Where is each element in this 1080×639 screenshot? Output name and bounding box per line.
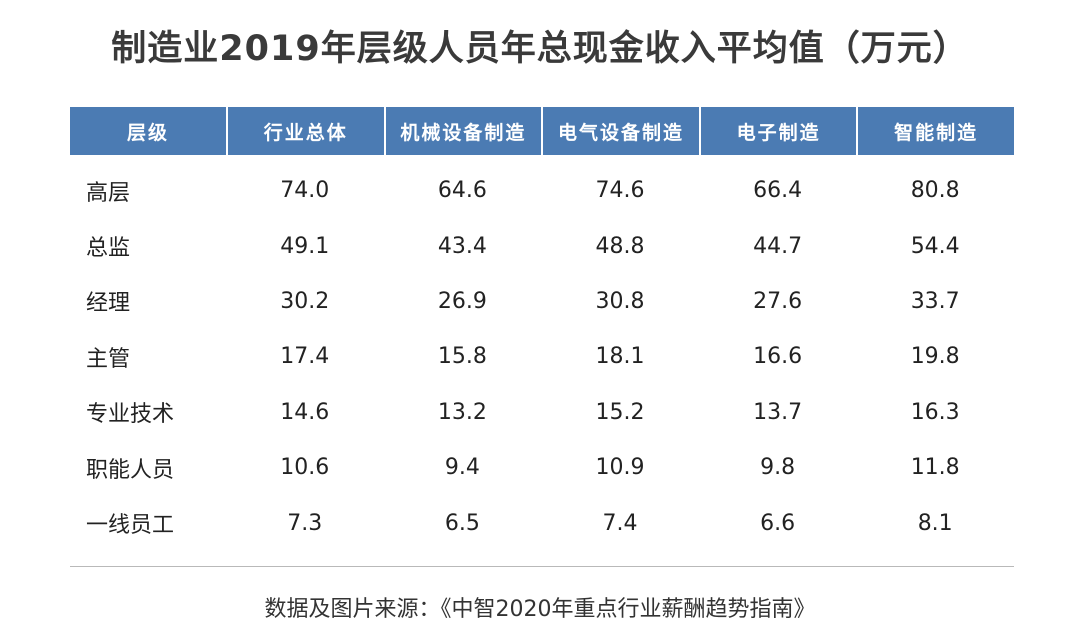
table-cell: 44.7 <box>753 233 803 259</box>
footer-divider <box>70 566 1014 567</box>
table-cell: 15.2 <box>595 399 645 425</box>
row-label: 高层 <box>86 180 131 206</box>
column-header: 电子制造 <box>698 107 857 155</box>
table-cell: 80.8 <box>910 178 960 204</box>
table-row: 主管 17.4 15.8 18.1 16.6 19.8 <box>70 329 1014 384</box>
table-row: 一线员工 7.3 6.5 7.4 6.6 8.1 <box>70 495 1014 550</box>
table-cell: 33.7 <box>910 288 960 314</box>
table-row: 总监 49.1 43.4 48.8 44.7 54.4 <box>70 218 1014 273</box>
table-cell: 26.9 <box>437 288 487 314</box>
table-cell: 14.6 <box>280 399 330 425</box>
table-row: 专业技术 14.6 13.2 15.2 13.7 16.3 <box>70 385 1014 440</box>
column-header: 电气设备制造 <box>541 107 699 155</box>
table-cell: 19.8 <box>910 344 960 370</box>
table-body: 高层 74.0 64.6 74.6 66.4 80.8 总监 49.1 43.4… <box>70 155 1014 551</box>
table-row: 职能人员 10.6 9.4 10.9 9.8 11.8 <box>70 440 1014 495</box>
table-cell: 27.6 <box>753 288 803 314</box>
table-cell: 7.3 <box>287 510 323 536</box>
table-cell: 43.4 <box>437 233 487 259</box>
column-header: 行业总体 <box>226 107 384 155</box>
table-cell: 18.1 <box>595 344 645 370</box>
table-cell: 10.6 <box>280 455 330 481</box>
column-header: 智能制造 <box>856 107 1014 155</box>
table-row: 高层 74.0 64.6 74.6 66.4 80.8 <box>70 155 1014 218</box>
table-cell: 13.7 <box>753 399 803 425</box>
table-cell: 30.8 <box>595 288 645 314</box>
table-cell: 10.9 <box>595 455 645 481</box>
table-cell: 9.4 <box>444 455 480 481</box>
row-label: 总监 <box>86 236 131 262</box>
table-cell: 11.8 <box>910 455 960 481</box>
table-cell: 8.1 <box>917 510 953 536</box>
table-cell: 15.8 <box>437 344 487 370</box>
table-cell: 30.2 <box>280 288 330 314</box>
table-cell: 13.2 <box>437 399 487 425</box>
row-label: 主管 <box>86 346 131 372</box>
chart-title: 制造业2019年层级人员年总现金收入平均值（万元） <box>111 29 969 69</box>
table-cell: 49.1 <box>280 233 330 259</box>
table-cell: 6.6 <box>760 510 796 536</box>
salary-table: 层级 行业总体 机械设备制造 电气设备制造 电子制造 智能制造 高层 74.0 … <box>70 107 1014 551</box>
table-cell: 66.4 <box>753 178 803 204</box>
table-row: 经理 30.2 26.9 30.8 27.6 33.7 <box>70 274 1014 329</box>
table-cell: 54.4 <box>910 233 960 259</box>
table-cell: 16.3 <box>910 399 960 425</box>
row-label: 经理 <box>86 291 131 317</box>
table-header-row: 层级 行业总体 机械设备制造 电气设备制造 电子制造 智能制造 <box>70 107 1014 155</box>
table-cell: 74.0 <box>280 178 330 204</box>
column-header: 层级 <box>70 107 226 155</box>
table-cell: 7.4 <box>602 510 638 536</box>
table-cell: 6.5 <box>444 510 480 536</box>
source-note: 数据及图片来源：《中智2020年重点行业薪酬趋势指南》 <box>264 597 816 622</box>
table-cell: 9.8 <box>760 455 796 481</box>
row-label: 专业技术 <box>86 402 175 428</box>
row-label: 一线员工 <box>86 513 175 539</box>
column-header: 机械设备制造 <box>383 107 542 155</box>
table-cell: 64.6 <box>437 178 487 204</box>
table-cell: 48.8 <box>595 233 645 259</box>
table-cell: 74.6 <box>595 178 645 204</box>
table-cell: 17.4 <box>280 344 330 370</box>
row-label: 职能人员 <box>86 457 175 483</box>
table-cell: 16.6 <box>753 344 803 370</box>
